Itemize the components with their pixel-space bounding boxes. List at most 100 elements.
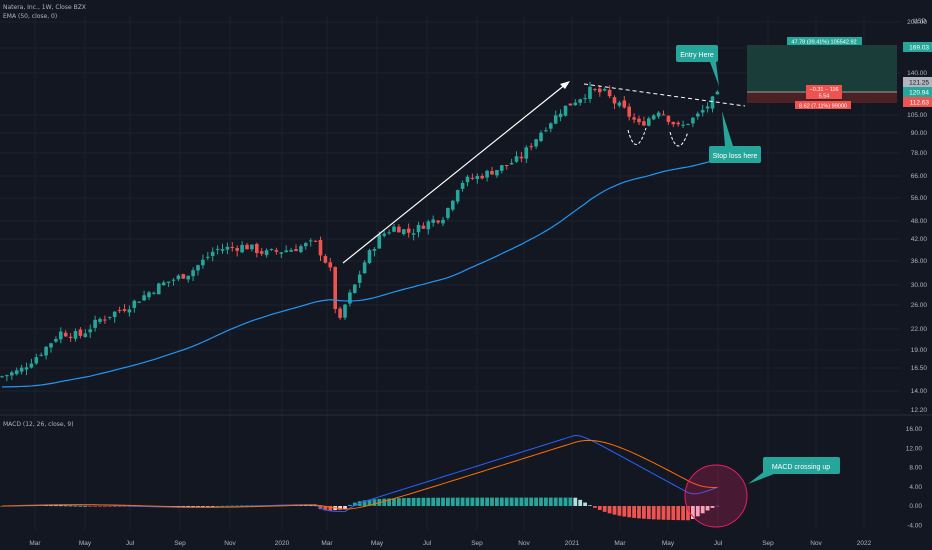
macd-histogram-bar bbox=[450, 497, 455, 506]
price-label-box bbox=[903, 42, 932, 52]
macd-pane: MACD crossing up 16.00 12.00 8.00 4.00 0.00 -4… bbox=[0, 426, 922, 529]
macd-histogram-bar bbox=[637, 506, 641, 519]
price-tick-label: 14.00 bbox=[911, 388, 928, 395]
time-tick-label: Jul bbox=[423, 540, 432, 547]
candle-body bbox=[24, 367, 29, 370]
macd-histogram-bar bbox=[313, 505, 318, 507]
candle-body bbox=[553, 115, 558, 124]
macd-histogram-bar bbox=[612, 506, 617, 515]
candle-body bbox=[304, 243, 308, 247]
candle-body bbox=[681, 124, 685, 126]
entry-callout bbox=[676, 45, 718, 62]
macd-histogram-bar bbox=[676, 506, 681, 521]
candle-body bbox=[573, 102, 578, 106]
macd-tick-label: 16.00 bbox=[906, 426, 923, 433]
macd-histogram-bar bbox=[54, 505, 58, 507]
price-label: 112.63 bbox=[910, 100, 930, 107]
candle-body bbox=[171, 279, 176, 281]
candle-body bbox=[279, 252, 284, 254]
macd-histogram-bar bbox=[666, 506, 671, 520]
candle-body bbox=[338, 308, 342, 318]
macd-histogram-bar bbox=[68, 505, 73, 507]
macd-histogram-bar bbox=[308, 505, 313, 507]
macd-histogram-bar bbox=[455, 497, 460, 506]
macd-histogram-bar bbox=[705, 506, 710, 511]
candle-body bbox=[622, 100, 627, 108]
candle-body bbox=[294, 249, 298, 252]
macd-histogram-bar bbox=[328, 506, 333, 511]
macd-histogram-bar bbox=[593, 506, 597, 508]
candle-body bbox=[14, 370, 19, 375]
entry-callout-pointer bbox=[710, 62, 719, 86]
price-tick-label: 30.00 bbox=[911, 282, 928, 289]
macd-histogram-bar bbox=[671, 506, 676, 521]
candle-body bbox=[142, 295, 146, 301]
macd-histogram-bar bbox=[578, 499, 583, 506]
stop-callout bbox=[709, 146, 761, 163]
macd-histogram-bar bbox=[411, 497, 416, 506]
candle-body bbox=[255, 243, 259, 254]
stop-box bbox=[795, 101, 851, 109]
price-label-box bbox=[903, 77, 932, 87]
macd-histogram-bar bbox=[245, 505, 249, 507]
candle-body bbox=[103, 319, 107, 321]
resistance-line bbox=[583, 83, 746, 107]
candle-body bbox=[333, 267, 337, 310]
candle-body bbox=[436, 220, 440, 223]
candle-body bbox=[529, 146, 533, 148]
macd-highlight-circle bbox=[684, 464, 748, 528]
candle-body bbox=[504, 164, 509, 166]
candle-body bbox=[441, 219, 445, 224]
candle-body bbox=[446, 207, 450, 218]
candle-body bbox=[108, 316, 112, 318]
macd-histogram-bar bbox=[205, 506, 210, 507]
chart-title: Natera, Inc., 1W, Close BZX bbox=[3, 4, 86, 11]
macd-histogram-bar bbox=[235, 505, 240, 507]
candle-body bbox=[313, 240, 318, 242]
candle-body bbox=[382, 233, 386, 236]
candle-body bbox=[132, 300, 137, 308]
candle-body bbox=[367, 250, 372, 263]
macd-histogram-bar bbox=[348, 504, 352, 506]
candle-body bbox=[49, 343, 53, 348]
macd-histogram-bar bbox=[73, 505, 78, 507]
candle-body bbox=[558, 113, 563, 118]
candle-body bbox=[39, 354, 43, 356]
macd-histogram-bar bbox=[107, 506, 112, 507]
candle-body bbox=[264, 250, 269, 256]
macd-histogram-bar bbox=[495, 497, 499, 506]
candle-body bbox=[186, 275, 190, 280]
price-tick-label: 48.00 bbox=[911, 218, 928, 225]
candle-body bbox=[0, 376, 4, 378]
time-tick-label: 2020 bbox=[275, 540, 290, 547]
time-tick-label: May bbox=[371, 540, 384, 547]
candle-body bbox=[274, 250, 279, 252]
macd-histogram-bar bbox=[230, 505, 235, 507]
candle-body bbox=[54, 338, 58, 342]
candle-body bbox=[490, 171, 494, 175]
candle-body bbox=[210, 251, 215, 256]
price-tick-label: 36.00 bbox=[911, 258, 928, 265]
ema-legend: EMA (50, close, 0) bbox=[3, 13, 58, 20]
macd-histogram-bar bbox=[186, 506, 191, 507]
macd-histogram-bar bbox=[426, 497, 431, 506]
macd-histogram-bar bbox=[406, 497, 411, 506]
candle-body bbox=[485, 170, 489, 178]
macd-histogram-bar bbox=[181, 506, 186, 507]
target-box-text: 47.78 (39.41%) 105542.92 bbox=[791, 40, 856, 46]
candle-body bbox=[661, 114, 666, 116]
macd-histogram-bar bbox=[509, 497, 514, 506]
candle-body bbox=[470, 177, 475, 179]
macd-histogram-bar bbox=[475, 497, 480, 506]
position-box-line1: −0.31 − 116 bbox=[810, 87, 839, 93]
macd-histogram-bar bbox=[700, 506, 705, 514]
macd-histogram-bar bbox=[367, 499, 372, 506]
candle-body bbox=[44, 346, 48, 356]
macd-histogram-bar bbox=[240, 505, 244, 507]
macd-histogram-bar bbox=[338, 506, 342, 510]
macd-histogram-bar bbox=[323, 506, 328, 511]
candle-body bbox=[426, 221, 431, 230]
macd-histogram-bar bbox=[416, 497, 421, 506]
price-tick-label: 78.00 bbox=[911, 150, 928, 157]
